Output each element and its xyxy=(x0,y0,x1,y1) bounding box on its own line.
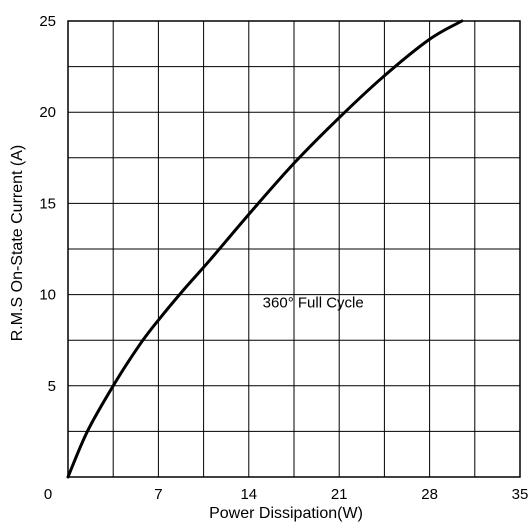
y-tick-label: 10 xyxy=(39,287,56,304)
series-line xyxy=(66,19,464,479)
y-tick-label: 5 xyxy=(48,378,56,395)
x-tick-label: 7 xyxy=(154,486,162,503)
y-tick-label: 25 xyxy=(39,13,56,30)
x-tick-label: 28 xyxy=(421,486,438,503)
x-axis-title: Power Dissipation(W) xyxy=(209,505,363,522)
grid xyxy=(67,20,521,478)
y-axis-ticks: 5 10 15 20 25 xyxy=(39,13,56,395)
y-tick-label: 20 xyxy=(39,104,56,121)
x-tick-label: 35 xyxy=(512,486,528,503)
x-tick-label: 21 xyxy=(331,486,348,503)
x-tick-label: 0 xyxy=(44,486,52,503)
x-axis-ticks: 0 7 14 21 28 35 xyxy=(44,486,528,503)
x-tick-label: 14 xyxy=(240,486,257,503)
y-axis-title: R.M.S On-State Current (A) xyxy=(9,145,26,342)
annotation-full-cycle: 360° Full Cycle xyxy=(263,294,364,311)
plot-frame xyxy=(67,20,521,478)
y-tick-label: 15 xyxy=(39,195,56,212)
